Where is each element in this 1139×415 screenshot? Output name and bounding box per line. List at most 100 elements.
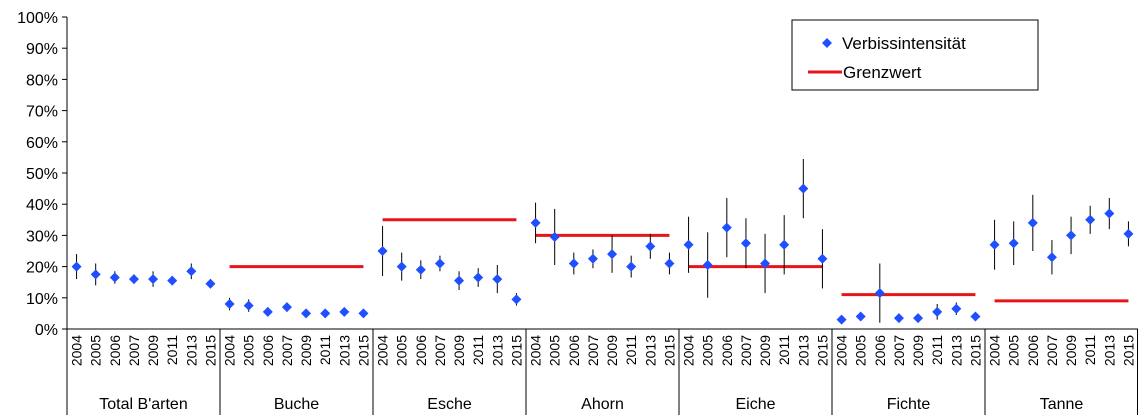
y-tick-label: 70% (26, 104, 58, 121)
data-point-marker (607, 249, 618, 260)
data-point-marker (243, 300, 254, 311)
legend-box (791, 19, 1039, 91)
data-point-marker (1046, 252, 1057, 263)
x-tick-label: 2015 (508, 335, 524, 366)
x-tick-label: 2007 (126, 335, 142, 366)
x-tick-label: 2013 (642, 335, 658, 366)
data-point-marker (1123, 228, 1134, 239)
group-label: Fichte (887, 396, 931, 413)
x-tick-label: 2006 (872, 335, 888, 366)
legend-marker-icon (822, 38, 832, 48)
x-tick-label: 2007 (585, 335, 601, 366)
x-tick-label: 2015 (814, 335, 830, 366)
data-point-marker (702, 260, 713, 271)
x-tick-label: 2015 (355, 335, 371, 366)
legend-series-label: Verbissintensität (842, 34, 966, 53)
x-tick-label: 2004 (69, 335, 85, 366)
x-tick-label: 2009 (604, 335, 620, 366)
data-point-marker (568, 258, 579, 269)
x-tick-label: 2004 (987, 335, 1003, 366)
data-point-marker (128, 274, 139, 285)
y-tick-label: 10% (26, 291, 58, 308)
group-label: Tanne (1040, 396, 1084, 413)
data-point-marker (932, 306, 943, 317)
data-point-marker (205, 278, 216, 289)
data-point-marker (664, 258, 675, 269)
x-tick-label: 2007 (738, 335, 754, 366)
x-tick-label: 2006 (107, 335, 123, 366)
data-point-marker (301, 308, 312, 319)
y-tick-label: 30% (26, 228, 58, 245)
data-point-marker (90, 269, 101, 280)
data-point-marker (874, 288, 885, 299)
data-point-marker (893, 313, 904, 324)
x-tick-label: 2007 (891, 335, 907, 366)
x-tick-label: 2005 (88, 335, 104, 366)
data-point-marker (645, 241, 656, 252)
x-tick-label: 2004 (528, 335, 544, 366)
y-tick-label: 20% (26, 260, 58, 277)
x-tick-label: 2005 (547, 335, 563, 366)
group-label: Esche (427, 396, 472, 413)
data-point-marker (224, 299, 235, 310)
group-label: Total B'arten (99, 396, 187, 413)
data-point-marker (377, 246, 388, 256)
x-tick-label: 2006 (413, 335, 429, 366)
marks-layer (71, 158, 1134, 325)
x-tick-label: 2009 (757, 335, 773, 366)
data-point-marker (396, 261, 407, 272)
x-tick-label: 2013 (183, 335, 199, 366)
legend-threshold-label: Grenzwert (843, 63, 922, 82)
data-point-marker (817, 253, 828, 264)
data-point-marker (1104, 208, 1115, 219)
data-point-marker (71, 261, 82, 272)
x-tick-label: 2009 (451, 335, 467, 366)
data-point-marker (358, 308, 369, 319)
x-tick-label: 2013 (948, 335, 964, 366)
x-tick-label: 2005 (394, 335, 410, 366)
x-tick-label: 2009 (910, 335, 926, 366)
x-tick-label: 2011 (929, 335, 945, 365)
group-label: Eiche (735, 396, 775, 413)
data-point-marker (855, 311, 866, 322)
data-point-marker (473, 272, 484, 283)
x-tick-label: 2007 (279, 335, 295, 366)
x-tick-label: 2004 (834, 335, 850, 366)
y-tick-label: 90% (26, 41, 58, 58)
x-tick-label: 2006 (566, 335, 582, 366)
x-tick-label: 2007 (1044, 335, 1060, 366)
x-tick-label: 2011 (1082, 335, 1098, 365)
data-point-marker (951, 303, 962, 314)
legend: Verbissintensität Grenzwert (791, 19, 1039, 91)
x-tick-label: 2015 (967, 335, 983, 366)
y-tick-label: 0% (35, 322, 58, 339)
data-point-marker (989, 239, 1000, 250)
data-point-marker (262, 306, 273, 317)
data-point-marker (148, 274, 159, 285)
x-tick-label: 2006 (260, 335, 276, 366)
x-tick-label: 2015 (202, 335, 218, 366)
data-point-marker (492, 274, 503, 285)
data-point-marker (1027, 217, 1038, 228)
x-tick-label: 2005 (700, 335, 716, 366)
data-point-marker (913, 313, 924, 324)
data-point-marker (549, 231, 560, 242)
data-point-marker (740, 238, 751, 249)
x-tick-label: 2011 (776, 335, 792, 365)
data-point-marker (721, 222, 732, 233)
data-point-marker (626, 261, 637, 272)
x-tick-label: 2004 (681, 335, 697, 366)
x-tick-label: 2009 (298, 335, 314, 366)
x-tick-label: 2005 (1006, 335, 1022, 366)
x-tick-label: 2006 (1025, 335, 1041, 366)
x-tick-label: 2011 (317, 335, 333, 365)
x-tick-label: 2013 (489, 335, 505, 366)
y-tick-label: 60% (26, 135, 58, 152)
data-point-marker (320, 308, 331, 319)
x-tick-label: 2005 (241, 335, 257, 366)
data-point-marker (779, 239, 790, 250)
data-point-marker (281, 302, 292, 313)
x-tick-label: 2005 (853, 335, 869, 366)
x-tick-label: 2007 (432, 335, 448, 366)
